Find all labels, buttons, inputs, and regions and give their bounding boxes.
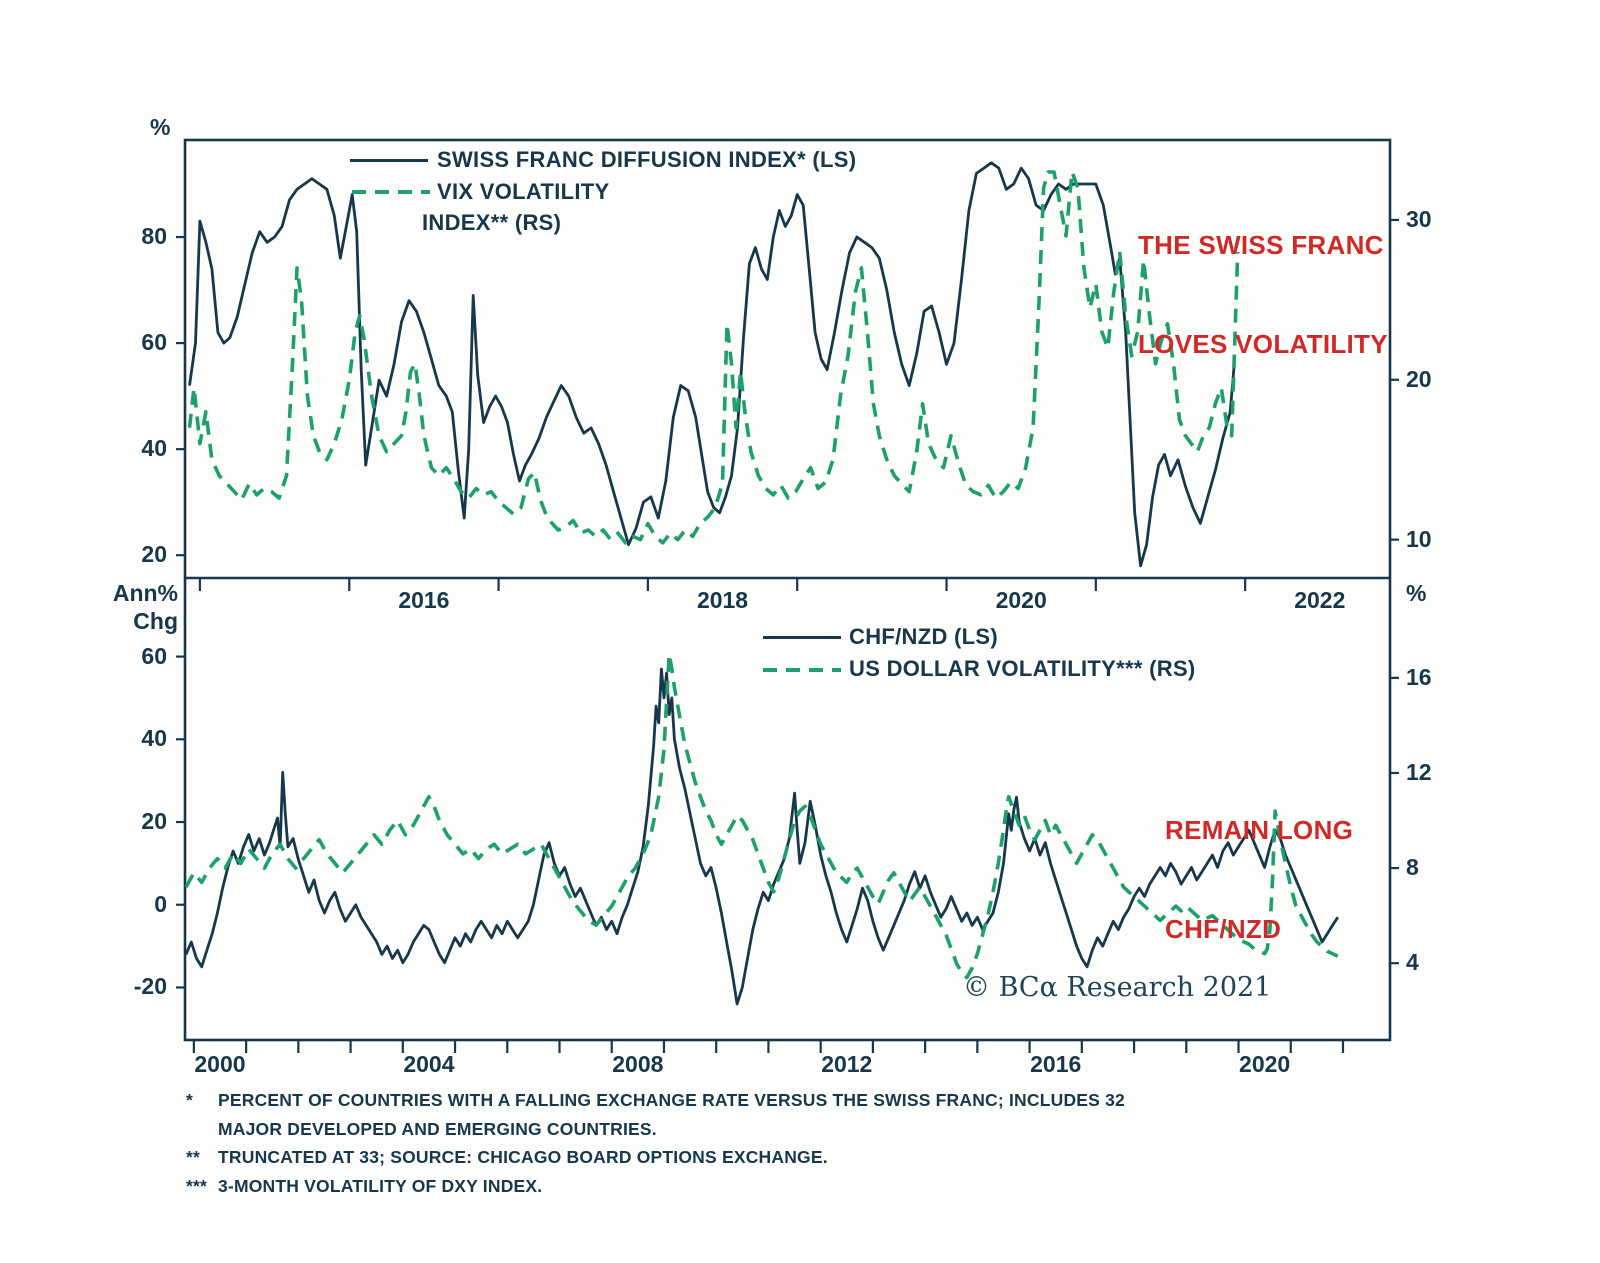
legend-line-sample-solid-bottom bbox=[763, 636, 841, 639]
footnote-row: *** 3-MONTH VOLATILITY OF DXY INDEX. bbox=[186, 1172, 1125, 1201]
footnote-text: 3-MONTH VOLATILITY OF DXY INDEX. bbox=[218, 1175, 543, 1196]
footnote-marker bbox=[186, 1115, 218, 1144]
tick-label: 40 bbox=[141, 725, 167, 752]
tick-label: 0 bbox=[154, 890, 167, 917]
tick-label: 60 bbox=[141, 329, 167, 356]
tick-label: 20 bbox=[1406, 365, 1432, 392]
annotation-top-line1: THE SWISS FRANC bbox=[1138, 230, 1384, 260]
tick-label: 2020 bbox=[1239, 1051, 1291, 1077]
tick-label: 20 bbox=[141, 808, 167, 835]
tick-label: 10 bbox=[1406, 525, 1432, 552]
annotation-swiss-franc-loves-volatility: THE SWISS FRANC LOVES VOLATILITY bbox=[1138, 163, 1388, 427]
legend-line-sample-dashed-bottom bbox=[763, 668, 841, 672]
tick-label: 2000 bbox=[194, 1051, 246, 1077]
tick-label: 2012 bbox=[821, 1051, 873, 1077]
annotation-top-line2: LOVES VOLATILITY bbox=[1138, 329, 1388, 359]
tick-label: 16 bbox=[1406, 663, 1432, 690]
annotation-bottom-line1: REMAIN LONG bbox=[1165, 815, 1354, 845]
legend-line-sample-solid-top bbox=[350, 159, 428, 162]
tick-label: 2018 bbox=[696, 587, 749, 613]
bottom-right-axis-unit: % bbox=[1406, 580, 1427, 606]
annotation-bottom-line2: CHF/NZD bbox=[1165, 914, 1282, 944]
tick-label: 20 bbox=[141, 541, 167, 568]
legend-label-vix-line2: INDEX** (RS) bbox=[422, 210, 562, 235]
tick-label: 30 bbox=[1406, 205, 1432, 232]
tick-label: 8 bbox=[1406, 854, 1419, 881]
tick-label: 2022 bbox=[1294, 587, 1346, 613]
footnote-row: ** TRUNCATED AT 33; SOURCE: CHICAGO BOAR… bbox=[186, 1143, 1125, 1172]
footnote-row: * PERCENT OF COUNTRIES WITH A FALLING EX… bbox=[186, 1086, 1125, 1115]
top-left-axis-unit: % bbox=[150, 114, 171, 140]
legend-label-diffusion-index: SWISS FRANC DIFFUSION INDEX* (LS) bbox=[437, 147, 857, 172]
tick-label: 2004 bbox=[403, 1051, 455, 1077]
tick-label: 40 bbox=[141, 435, 167, 462]
tick-label: -20 bbox=[133, 973, 167, 1000]
footnote-row: MAJOR DEVELOPED AND EMERGING COUNTRIES. bbox=[186, 1115, 1125, 1144]
tick-label: 2020 bbox=[995, 587, 1047, 613]
tick-label: 2008 bbox=[612, 1051, 664, 1077]
footnotes: * PERCENT OF COUNTRIES WITH A FALLING EX… bbox=[186, 1086, 1125, 1200]
series-solid-line bbox=[184, 667, 1339, 1006]
bottom-left-axis-unit-line1: Ann% bbox=[112, 580, 178, 606]
footnote-text: TRUNCATED AT 33; SOURCE: CHICAGO BOARD O… bbox=[218, 1147, 828, 1167]
footnote-text: MAJOR DEVELOPED AND EMERGING COUNTRIES. bbox=[218, 1118, 657, 1139]
legend-label-usd-volatility: US DOLLAR VOLATILITY*** (RS) bbox=[849, 656, 1196, 681]
footnote-marker: *** bbox=[186, 1175, 208, 1196]
tick-label: 60 bbox=[141, 642, 167, 669]
tick-label: 2016 bbox=[1030, 1051, 1082, 1077]
legend-label-vix-line1: VIX VOLATILITY bbox=[437, 179, 610, 204]
tick-label: 80 bbox=[141, 223, 167, 250]
bottom-left-axis-unit-line2: Chg bbox=[133, 608, 178, 634]
copyright-bca-research: © BCα Research 2021 bbox=[963, 972, 1272, 1003]
legend-label-chfnzd: CHF/NZD (LS) bbox=[849, 624, 999, 649]
tick-label: 4 bbox=[1406, 949, 1419, 976]
footnote-marker: ** bbox=[186, 1147, 201, 1167]
tick-label: 2016 bbox=[398, 587, 450, 613]
tick-label: 12 bbox=[1406, 758, 1432, 785]
annotation-remain-long-chfnzd: REMAIN LONG CHF/NZD bbox=[1165, 748, 1353, 1012]
series-dashed-line bbox=[184, 652, 1339, 980]
legend-line-sample-dashed-top bbox=[352, 190, 430, 194]
series-solid-line bbox=[188, 161, 1237, 568]
footnote-marker: * bbox=[186, 1090, 194, 1110]
footnote-text: PERCENT OF COUNTRIES WITH A FALLING EXCH… bbox=[218, 1090, 1125, 1110]
